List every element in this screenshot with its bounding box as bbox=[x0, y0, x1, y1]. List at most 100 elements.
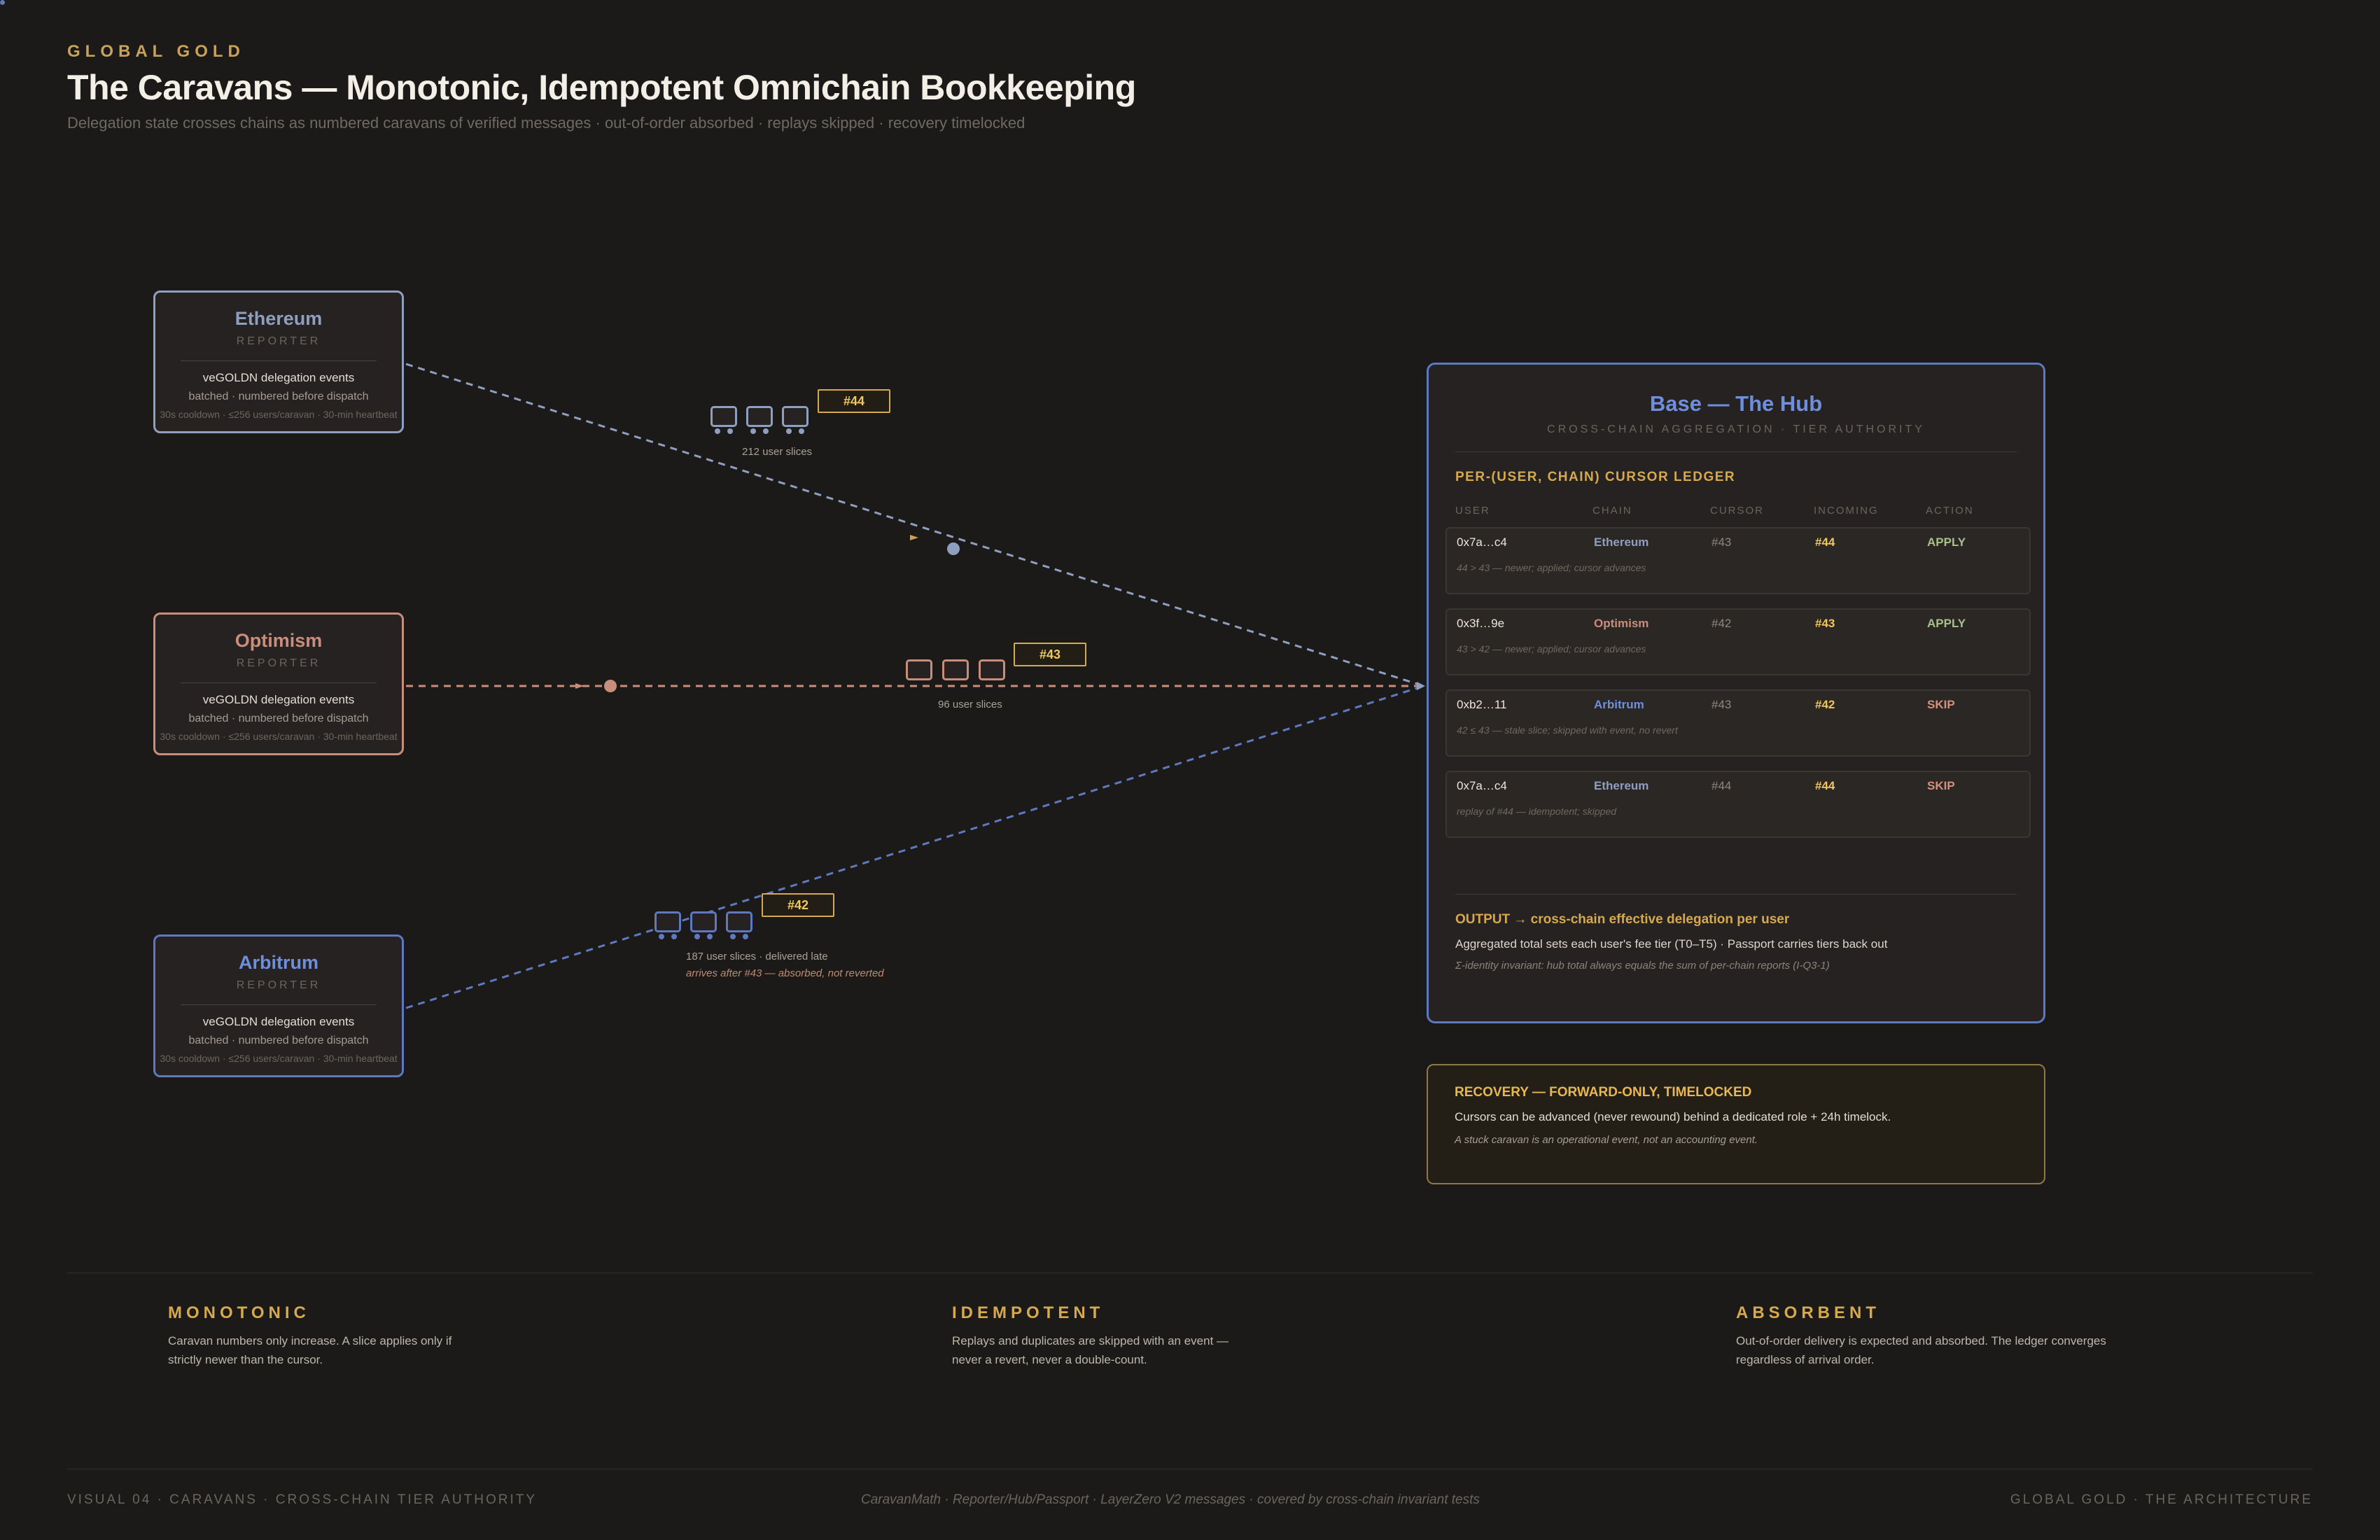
wheel-icon bbox=[799, 428, 804, 434]
wagon-icon bbox=[710, 406, 737, 427]
caravan-number-badge: #43 bbox=[1014, 643, 1086, 666]
reporter-optimism: Optimism REPORTER veGOLDN delegation eve… bbox=[153, 612, 404, 755]
row-chain: Optimism bbox=[1594, 617, 1649, 630]
eyebrow: GLOBAL GOLD bbox=[67, 42, 245, 61]
wheel-icon bbox=[715, 428, 720, 434]
ledger-row: 0x7a…c4 Ethereum #44 #44 SKIP replay of … bbox=[1446, 771, 2031, 838]
row-incoming: #43 bbox=[1815, 617, 1835, 630]
optimism-arrow bbox=[575, 683, 584, 689]
hub-subtitle: CROSS-CHAIN AGGREGATION · TIER AUTHORITY bbox=[1547, 424, 1925, 435]
wheel-icon bbox=[786, 428, 792, 434]
principle-monotonic-text: Caravan numbers only increase. A slice a… bbox=[168, 1334, 452, 1366]
footer-right: GLOBAL GOLD · THE ARCHITECTURE bbox=[2010, 1492, 2313, 1507]
principle-monotonic-title: MONOTONIC bbox=[168, 1303, 310, 1322]
reporter-name: Ethereum bbox=[234, 308, 323, 329]
wheel-icon bbox=[743, 934, 748, 939]
row-chain: Arbitrum bbox=[1594, 698, 1644, 711]
hub-arrow bbox=[1417, 682, 1425, 690]
output-note: Σ-identity invariant: hub total always e… bbox=[1455, 960, 1830, 972]
output-text: Aggregated total sets each user's fee ti… bbox=[1455, 937, 1888, 951]
caravan-slices: 96 user slices bbox=[938, 699, 1002, 710]
wagon-icon bbox=[690, 911, 717, 932]
principle-absorbent-text: Out-of-order delivery is expected and ab… bbox=[1736, 1334, 2106, 1366]
wagon-icon bbox=[746, 406, 773, 427]
reporter-batch: batched · numbered before dispatch bbox=[188, 391, 369, 402]
wagon-icon bbox=[979, 659, 1005, 680]
row-note: 42 ≤ 43 — stale slice; skipped with even… bbox=[1457, 724, 1678, 736]
wheel-icon bbox=[763, 428, 769, 434]
wheel-icon bbox=[727, 428, 733, 434]
wagon-icon bbox=[906, 659, 932, 680]
reporter-events: veGOLDN delegation events bbox=[202, 693, 355, 706]
ethereum-message-dot bbox=[947, 542, 960, 555]
ledger-row: 0xb2…11 Arbitrum #43 #42 SKIP 42 ≤ 43 — … bbox=[1446, 690, 2031, 757]
row-user: 0x3f…9e bbox=[1457, 617, 1505, 630]
column-header-cursor: CURSOR bbox=[1710, 505, 1765, 517]
row-incoming: #44 bbox=[1815, 779, 1835, 792]
reporter-ethereum: Ethereum REPORTER veGOLDN delegation eve… bbox=[153, 290, 404, 433]
reporter-events: veGOLDN delegation events bbox=[202, 371, 355, 384]
wheel-icon bbox=[707, 934, 713, 939]
row-user: 0x7a…c4 bbox=[1457, 536, 1507, 549]
row-chain: Ethereum bbox=[1594, 536, 1649, 549]
ethereum-arrow bbox=[910, 535, 918, 540]
wagon-icon bbox=[942, 659, 969, 680]
output-divider bbox=[1455, 894, 2017, 895]
row-action: APPLY bbox=[1927, 617, 1966, 630]
row-incoming: #44 bbox=[1815, 536, 1835, 549]
caravan-slices: 212 user slices bbox=[742, 446, 813, 458]
reporter-name: Optimism bbox=[234, 630, 323, 651]
wagon-icon bbox=[726, 911, 752, 932]
row-note: 43 > 42 — newer; applied; cursor advance… bbox=[1457, 643, 1646, 654]
caravan-note: arrives after #43 — absorbed, not revert… bbox=[686, 967, 884, 979]
row-incoming: #42 bbox=[1815, 698, 1835, 711]
reporter-role: REPORTER bbox=[236, 979, 321, 991]
recovery-note: A stuck caravan is an operational event,… bbox=[1455, 1134, 1758, 1146]
ethereum-link bbox=[405, 363, 1424, 687]
caravan-number-badge: #42 bbox=[762, 893, 834, 917]
recovery-panel: RECOVERY — FORWARD-ONLY, TIMELOCKED Curs… bbox=[1427, 1064, 2045, 1184]
corner-dot bbox=[0, 0, 5, 5]
reporter-events: veGOLDN delegation events bbox=[202, 1015, 355, 1028]
caravan-slices: 187 user slices · delivered late bbox=[686, 951, 828, 962]
recovery-text: Cursors can be advanced (never rewound) … bbox=[1455, 1110, 1891, 1124]
output-title: OUTPUT → cross-chain effective delegatio… bbox=[1455, 912, 1790, 927]
hub-divider bbox=[1455, 451, 2017, 452]
row-note: replay of #44 — idempotent; skipped bbox=[1457, 806, 1617, 817]
wagon-icon bbox=[654, 911, 681, 932]
principle-idempotent-title: IDEMPOTENT bbox=[952, 1303, 1105, 1322]
wheel-icon bbox=[671, 934, 677, 939]
column-header-user: USER bbox=[1455, 505, 1490, 517]
wheel-icon bbox=[750, 428, 756, 434]
row-note: 44 > 43 — newer; applied; cursor advance… bbox=[1457, 562, 1646, 573]
row-action: APPLY bbox=[1927, 536, 1966, 549]
row-cursor: #44 bbox=[1712, 779, 1732, 792]
reporter-divider bbox=[181, 360, 377, 361]
page-subtitle: Delegation state crosses chains as numbe… bbox=[67, 114, 1026, 132]
row-action: SKIP bbox=[1927, 698, 1955, 711]
principle-idempotent-text: Replays and duplicates are skipped with … bbox=[952, 1334, 1229, 1366]
reporter-name: Arbitrum bbox=[239, 952, 318, 973]
page-title: The Caravans — Monotonic, Idempotent Omn… bbox=[67, 68, 1136, 107]
reporter-meta: 30s cooldown · ≤256 users/caravan · 30-m… bbox=[160, 731, 398, 742]
column-header-incoming: INCOMING bbox=[1814, 505, 1879, 517]
optimism-message-dot bbox=[604, 680, 617, 692]
reporter-divider bbox=[181, 682, 377, 683]
caravan-number-badge: #44 bbox=[818, 389, 890, 413]
reporter-role: REPORTER bbox=[236, 657, 321, 669]
row-user: 0x7a…c4 bbox=[1457, 779, 1507, 792]
wheel-icon bbox=[659, 934, 664, 939]
hub-title: Base — The Hub bbox=[1649, 391, 1823, 416]
row-cursor: #43 bbox=[1712, 698, 1732, 711]
principle-absorbent-title: ABSORBENT bbox=[1736, 1303, 1881, 1322]
ledger-title: PER-(USER, CHAIN) CURSOR LEDGER bbox=[1455, 470, 1736, 484]
wheel-icon bbox=[694, 934, 700, 939]
reporter-divider bbox=[181, 1004, 377, 1005]
column-header-chain: CHAIN bbox=[1592, 505, 1632, 517]
ledger-row: 0x7a…c4 Ethereum #43 #44 APPLY 44 > 43 —… bbox=[1446, 527, 2031, 594]
reporter-batch: batched · numbered before dispatch bbox=[188, 713, 369, 724]
column-header-action: ACTION bbox=[1926, 505, 1974, 517]
footer-center: CaravanMath · Reporter/Hub/Passport · La… bbox=[861, 1492, 1480, 1507]
reporter-arbitrum: Arbitrum REPORTER veGOLDN delegation eve… bbox=[153, 934, 404, 1077]
